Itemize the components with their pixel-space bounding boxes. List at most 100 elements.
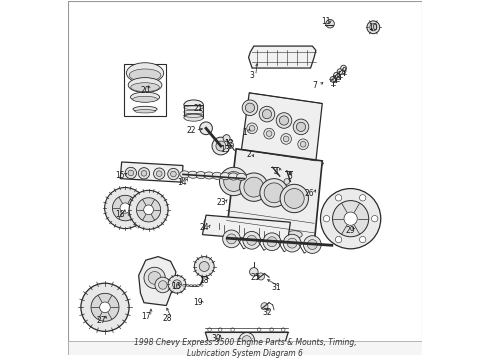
- Circle shape: [266, 131, 272, 136]
- Text: 28: 28: [163, 315, 172, 324]
- Circle shape: [144, 205, 153, 215]
- Circle shape: [212, 137, 230, 155]
- Circle shape: [148, 271, 161, 284]
- Circle shape: [208, 328, 211, 332]
- Circle shape: [293, 119, 309, 135]
- Circle shape: [199, 262, 209, 271]
- Circle shape: [137, 198, 161, 222]
- Circle shape: [81, 283, 129, 332]
- Circle shape: [260, 157, 267, 164]
- Ellipse shape: [266, 227, 282, 235]
- Circle shape: [259, 106, 275, 122]
- Circle shape: [337, 69, 343, 75]
- Circle shape: [99, 302, 110, 312]
- Circle shape: [298, 139, 308, 149]
- Circle shape: [296, 122, 306, 131]
- Text: 4: 4: [274, 168, 279, 177]
- Circle shape: [168, 275, 186, 293]
- Text: 20: 20: [140, 86, 150, 95]
- Circle shape: [125, 167, 137, 179]
- Circle shape: [141, 171, 147, 176]
- Text: 9: 9: [342, 67, 347, 76]
- Circle shape: [320, 189, 381, 249]
- Circle shape: [241, 154, 248, 162]
- Polygon shape: [139, 257, 176, 306]
- Ellipse shape: [237, 173, 246, 180]
- Circle shape: [283, 234, 301, 252]
- Circle shape: [264, 183, 284, 203]
- Polygon shape: [248, 46, 316, 68]
- Polygon shape: [238, 150, 324, 170]
- Ellipse shape: [186, 284, 189, 286]
- Circle shape: [333, 201, 368, 237]
- Ellipse shape: [183, 284, 185, 286]
- Circle shape: [247, 123, 257, 134]
- Text: 1998 Chevy Express 3500 Engine Parts & Mounts, Timing,
Lubrication System Diagra: 1998 Chevy Express 3500 Engine Parts & M…: [134, 338, 356, 358]
- Bar: [124, 64, 166, 116]
- Text: 15: 15: [116, 171, 125, 180]
- Ellipse shape: [212, 172, 222, 179]
- Circle shape: [279, 159, 286, 167]
- Ellipse shape: [133, 96, 157, 102]
- Circle shape: [261, 303, 268, 310]
- Circle shape: [300, 141, 306, 147]
- Circle shape: [220, 167, 248, 195]
- Circle shape: [91, 293, 119, 321]
- Circle shape: [222, 230, 241, 248]
- Text: 19: 19: [194, 298, 203, 307]
- Ellipse shape: [193, 284, 196, 286]
- Circle shape: [243, 231, 261, 249]
- Circle shape: [120, 203, 130, 213]
- Circle shape: [158, 281, 167, 289]
- Text: 21: 21: [194, 104, 203, 113]
- Text: 27: 27: [97, 316, 106, 325]
- Bar: [184, 105, 203, 118]
- Circle shape: [279, 116, 289, 125]
- Circle shape: [287, 238, 297, 248]
- Circle shape: [245, 103, 255, 112]
- Ellipse shape: [246, 224, 262, 231]
- Ellipse shape: [180, 171, 190, 178]
- Circle shape: [144, 267, 165, 288]
- Circle shape: [138, 168, 149, 179]
- Text: 23: 23: [216, 198, 226, 207]
- Text: 2: 2: [246, 150, 251, 159]
- Ellipse shape: [131, 83, 159, 92]
- Polygon shape: [242, 93, 322, 161]
- FancyBboxPatch shape: [68, 341, 422, 355]
- Ellipse shape: [220, 172, 230, 180]
- Circle shape: [270, 328, 273, 332]
- Polygon shape: [226, 149, 322, 244]
- Circle shape: [249, 267, 258, 276]
- Polygon shape: [202, 215, 291, 242]
- Circle shape: [264, 128, 274, 139]
- Ellipse shape: [184, 114, 203, 121]
- Circle shape: [257, 273, 265, 280]
- Circle shape: [371, 216, 378, 222]
- Circle shape: [155, 277, 171, 293]
- Circle shape: [244, 177, 264, 197]
- Text: 26: 26: [305, 189, 314, 198]
- Circle shape: [219, 328, 222, 332]
- Circle shape: [247, 235, 257, 245]
- Ellipse shape: [200, 284, 203, 286]
- Circle shape: [153, 168, 165, 179]
- Ellipse shape: [197, 284, 199, 286]
- Circle shape: [323, 216, 330, 222]
- Circle shape: [240, 173, 268, 201]
- Circle shape: [281, 134, 292, 144]
- Circle shape: [307, 240, 318, 249]
- Circle shape: [341, 65, 346, 71]
- Circle shape: [112, 195, 138, 221]
- Polygon shape: [120, 162, 183, 182]
- Circle shape: [335, 195, 342, 201]
- Circle shape: [195, 257, 214, 276]
- Circle shape: [168, 168, 179, 180]
- Circle shape: [367, 21, 380, 33]
- Text: 29: 29: [346, 226, 355, 235]
- Circle shape: [280, 184, 308, 213]
- Circle shape: [303, 236, 321, 253]
- Circle shape: [360, 195, 366, 201]
- Ellipse shape: [129, 69, 161, 81]
- Text: 24: 24: [199, 223, 209, 232]
